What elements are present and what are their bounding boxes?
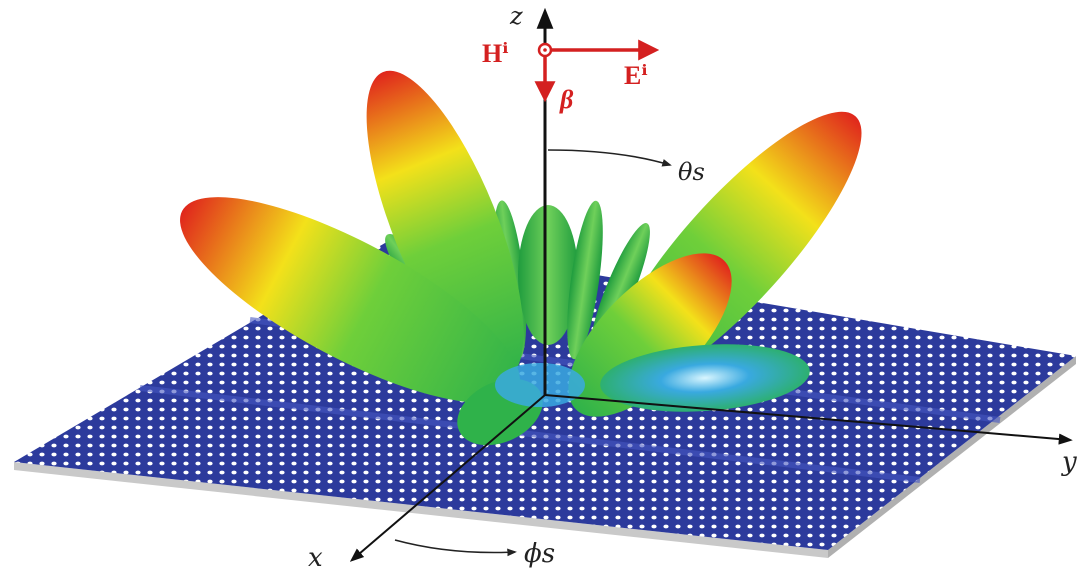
- x-axis-label: x: [308, 543, 323, 572]
- h-field-label: Hⁱ: [482, 39, 508, 68]
- e-field-label: Eⁱ: [624, 61, 648, 90]
- beta-label: β: [559, 85, 574, 114]
- y-axis-label: y: [1061, 447, 1077, 477]
- phi-label: ϕs: [524, 539, 555, 569]
- x-axis: [349, 394, 546, 562]
- z-axis-label: z: [509, 2, 523, 30]
- theta-arc: [547, 149, 672, 167]
- phi-arc: [394, 539, 517, 557]
- incident-wave: [534, 39, 660, 103]
- theta-label: θs: [678, 158, 705, 186]
- y-axis: [544, 394, 1073, 445]
